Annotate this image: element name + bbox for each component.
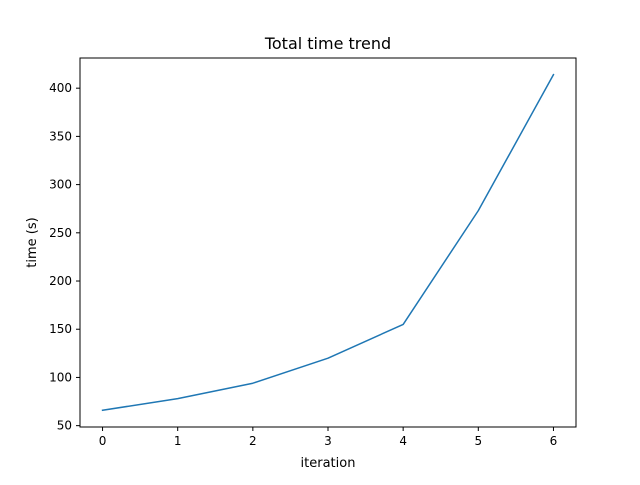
x-tick-label: 1 [174, 434, 182, 448]
y-tick-label: 300 [49, 178, 72, 192]
x-tick-label: 4 [399, 434, 407, 448]
x-tick-label: 6 [550, 434, 558, 448]
y-tick-label: 350 [49, 129, 72, 143]
y-tick-label: 50 [57, 419, 72, 433]
y-tick-label: 100 [49, 370, 72, 384]
x-tick-label: 5 [474, 434, 482, 448]
x-tick-label: 0 [99, 434, 107, 448]
x-tick-label: 2 [249, 434, 257, 448]
y-tick-label: 150 [49, 322, 72, 336]
x-axis-label: iteration [301, 456, 356, 471]
series-layer [101, 73, 555, 412]
y-tick-label: 250 [49, 226, 72, 240]
y-tick-label: 200 [49, 274, 72, 288]
chart-title: Total time trend [264, 34, 391, 53]
y-tick-label: 400 [49, 81, 72, 95]
series-line-0 [101, 73, 555, 412]
plot-area [79, 57, 577, 428]
y-axis-label: time (s) [25, 217, 40, 267]
axis-ticks: 0 1 2 3 4 5 6 50 100 150 200 250 300 350 400 [49, 81, 557, 448]
x-tick-label: 3 [324, 434, 332, 448]
